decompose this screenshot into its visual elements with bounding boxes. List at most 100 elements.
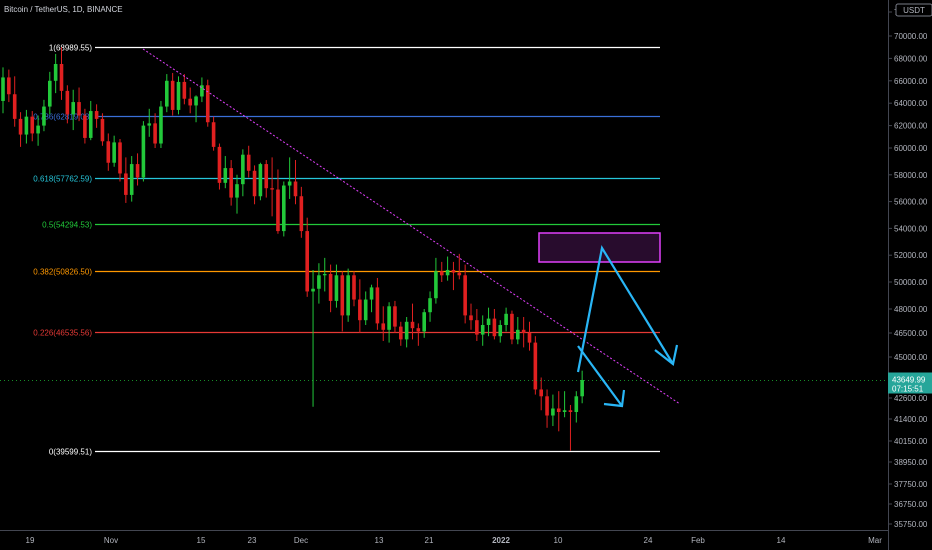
fib-label: 0.786(62819.08) — [33, 113, 92, 122]
candle — [516, 317, 520, 345]
candle — [129, 156, 134, 202]
candle-body — [475, 320, 479, 335]
candle — [223, 156, 228, 189]
price-tick-label: 45000.00 — [894, 353, 928, 362]
candle — [293, 160, 298, 205]
candle-body — [463, 275, 467, 316]
candle-body — [30, 116, 35, 134]
candle — [94, 104, 99, 128]
time-tick-label: 24 — [644, 536, 653, 545]
candle — [322, 257, 327, 292]
candle — [539, 377, 543, 411]
candle-body — [352, 275, 356, 300]
time-tick-label: 2022 — [492, 536, 510, 545]
time-tick-label: Mar — [868, 536, 882, 545]
candle — [346, 268, 350, 322]
candle-body — [36, 125, 40, 134]
candle — [217, 143, 222, 190]
candle-body — [106, 141, 111, 163]
price-tick-label: 35750.00 — [894, 520, 928, 529]
candle-body — [562, 410, 567, 412]
price-tick-label: 42600.00 — [894, 394, 928, 403]
trendline — [142, 48, 681, 405]
candle-body — [112, 142, 116, 163]
candle-body — [264, 164, 269, 189]
candle — [7, 69, 11, 103]
price-tag-box — [888, 372, 932, 394]
candle — [393, 300, 397, 333]
candle-body — [317, 275, 321, 289]
candle-body — [393, 306, 397, 327]
candle — [422, 309, 426, 338]
candle-body — [258, 164, 263, 197]
candle — [18, 112, 23, 147]
price-tick-label: 58000.00 — [894, 171, 928, 180]
candle — [153, 113, 157, 148]
candle-body — [170, 80, 175, 110]
candle-body — [270, 188, 274, 190]
time-tick-label: 10 — [554, 536, 563, 545]
candle-body — [211, 122, 216, 147]
candle — [165, 74, 169, 113]
projection-up-arrowhead — [654, 344, 679, 366]
candle — [118, 139, 122, 182]
candle-body — [53, 64, 58, 81]
candle-body — [510, 313, 514, 340]
candle — [521, 317, 526, 348]
candle — [246, 145, 251, 178]
candle — [88, 100, 93, 141]
price-tick-label: 54000.00 — [894, 224, 928, 233]
candle-body — [322, 273, 327, 276]
candle-body — [129, 164, 134, 195]
candle — [328, 264, 333, 313]
price-tick-label: 56000.00 — [894, 198, 928, 207]
candle-body — [12, 94, 17, 119]
candle — [317, 263, 321, 304]
candle — [106, 133, 111, 171]
time-tick-label: Nov — [104, 536, 118, 545]
candle — [65, 85, 70, 124]
candle-body — [363, 299, 368, 321]
candle-body — [469, 315, 473, 321]
candle-body — [153, 123, 157, 144]
candle-body — [223, 168, 228, 183]
price-tick-label: 38950.00 — [894, 458, 928, 467]
candle-body — [480, 325, 485, 335]
candle-body — [188, 98, 192, 106]
candle — [334, 264, 339, 308]
price-axis[interactable]: 72000.0070000.0068000.0066000.0064000.00… — [888, 0, 932, 550]
price-tag-countdown: 07:15:51 — [892, 385, 924, 394]
candle-body — [328, 273, 333, 301]
candle-body — [410, 321, 415, 329]
candle-body — [42, 106, 46, 126]
candle — [200, 77, 204, 103]
candle-body — [235, 184, 239, 198]
candle — [211, 116, 216, 151]
candle-body — [305, 231, 309, 292]
candle-body — [556, 408, 561, 412]
candle — [533, 336, 538, 395]
candle-body — [141, 125, 146, 178]
candle-body — [88, 111, 93, 138]
candle — [182, 74, 187, 105]
candle-body — [334, 275, 339, 301]
candle — [241, 149, 245, 197]
candle — [176, 76, 181, 115]
candle — [445, 256, 450, 281]
time-axis[interactable]: 19 Nov 15 23 Dec 13 21 2022 10 24 Feb 14 Mar — [0, 530, 888, 546]
candle — [147, 108, 152, 137]
candle-body — [83, 115, 87, 138]
candle-body — [71, 102, 75, 115]
candle — [170, 72, 175, 116]
drawings — [0, 48, 888, 408]
candle — [469, 303, 473, 330]
candle-body — [375, 287, 380, 324]
candle — [77, 87, 81, 122]
candle-body — [229, 168, 233, 198]
price-tick-label: 48000.00 — [894, 305, 928, 314]
candle-body — [521, 329, 526, 333]
price-tick-label: 70000.00 — [894, 32, 928, 41]
candle-body — [358, 299, 362, 321]
fib-label: 0.618(57762.59) — [33, 175, 92, 184]
